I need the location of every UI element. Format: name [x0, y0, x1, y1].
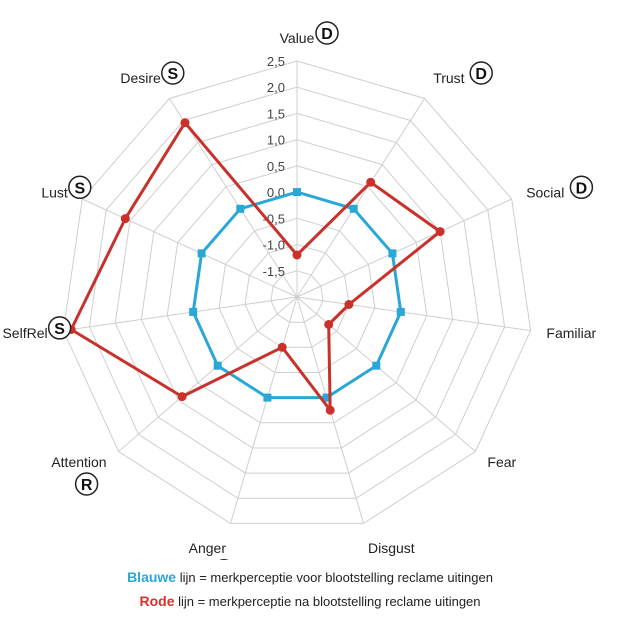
axis-badge-circle	[315, 21, 339, 45]
grid-spoke	[296, 98, 426, 298]
tick-label: 2,5	[267, 54, 285, 69]
series-point-rode	[120, 214, 130, 224]
series-point-blauwe	[372, 361, 381, 370]
axis-label-value: Value	[280, 30, 315, 46]
series-point-blauwe	[197, 249, 206, 258]
grid-ring	[62, 60, 532, 524]
axis-badge-circle	[74, 472, 99, 496]
series-line-blauwe	[191, 190, 403, 400]
axis-label-trust: Trust	[433, 70, 464, 86]
grid-spoke	[296, 296, 531, 332]
series-point-blauwe	[322, 393, 331, 402]
tick-label: 0,5	[267, 159, 285, 174]
grid-spoke	[296, 198, 512, 298]
radar-chart: 2,5 2,0 1,5 1,0 0,5 0,0 -0,5 -1,0 -1,5 Value D Trus…	[2, 21, 597, 583]
series-point-blauwe	[189, 307, 198, 316]
series-point-rode	[324, 320, 334, 329]
series-point-rode	[344, 300, 354, 309]
axis-label-disgust: Disgust	[368, 540, 415, 556]
grid-spoke	[82, 198, 298, 298]
tick-label: 1,0	[267, 133, 285, 148]
axis-badge-circle	[161, 61, 185, 85]
series-point-rode	[366, 177, 376, 187]
series-point-blauwe	[213, 361, 222, 370]
tick-label: -1,5	[263, 264, 285, 279]
legend-red-text: lijn = merkperceptie na blootstelling re…	[174, 594, 481, 609]
legend-blue-key: Blauwe	[127, 569, 177, 585]
tick-label: 1,5	[267, 106, 285, 121]
series-point-rode	[180, 118, 190, 128]
axis-label-familiar: Familiar	[546, 325, 596, 341]
axis-label-desire: Desire	[120, 70, 161, 86]
grid-spoke	[63, 296, 298, 332]
axis-badge-letter: D	[576, 180, 588, 197]
series-point-rode	[177, 392, 187, 402]
axis-label-selfrel: SelfRel	[2, 325, 47, 341]
tick-label: 2,0	[267, 80, 285, 95]
axis-badge-letter: S	[74, 180, 85, 197]
axis-label-fear: Fear	[487, 454, 516, 470]
grid-ring	[114, 112, 480, 474]
series-point-rode	[435, 227, 445, 237]
axis-badge-circle	[47, 316, 72, 340]
axis-badge-letter: S	[167, 66, 178, 83]
series-point-rode	[325, 405, 335, 415]
axis-badge-letter: D	[475, 66, 487, 83]
legend-red-key: Rode	[139, 593, 175, 609]
tick-label: -1,0	[263, 238, 285, 253]
axis-badge-circle	[469, 61, 493, 85]
series-point-blauwe	[388, 249, 397, 258]
grid-ring	[270, 270, 324, 323]
grid-spoke	[296, 296, 476, 452]
axis-label-social: Social	[526, 184, 564, 200]
grid-ring	[88, 86, 506, 499]
axis-badge-letter: S	[54, 321, 65, 338]
axis-label-anger: Anger	[189, 540, 227, 556]
series-point-blauwe	[349, 204, 358, 213]
axis-label-lust: Lust	[41, 184, 68, 200]
legend-blue-text: lijn = merkperceptie voor blootstelling …	[176, 570, 493, 585]
grid-ring	[166, 165, 428, 424]
series-point-blauwe	[396, 307, 405, 316]
axis-badge-circle	[569, 175, 594, 200]
axis-label-attention: Attention	[51, 454, 106, 470]
series-point-blauwe	[263, 393, 272, 402]
grid-ring	[140, 139, 454, 449]
legend-blue-entry: Blauwe lijn = merkperceptie voor blootst…	[0, 569, 620, 585]
legend-red-entry: Rode lijn = merkperceptie na blootstelli…	[0, 593, 620, 609]
grid-spoke	[118, 296, 298, 452]
grid-ring	[244, 244, 350, 348]
series-point-blauwe	[293, 188, 301, 197]
grid-spoke	[230, 296, 298, 524]
series-line-rode	[69, 121, 442, 412]
grid-ring	[218, 217, 376, 373]
axis-badge-letter: D	[321, 26, 333, 43]
series-point-rode	[277, 342, 287, 352]
series-point-rode	[292, 250, 302, 260]
axis-badge-circle	[68, 175, 92, 200]
series-point-blauwe	[236, 204, 245, 213]
axis-badge-letter: R	[81, 477, 93, 494]
